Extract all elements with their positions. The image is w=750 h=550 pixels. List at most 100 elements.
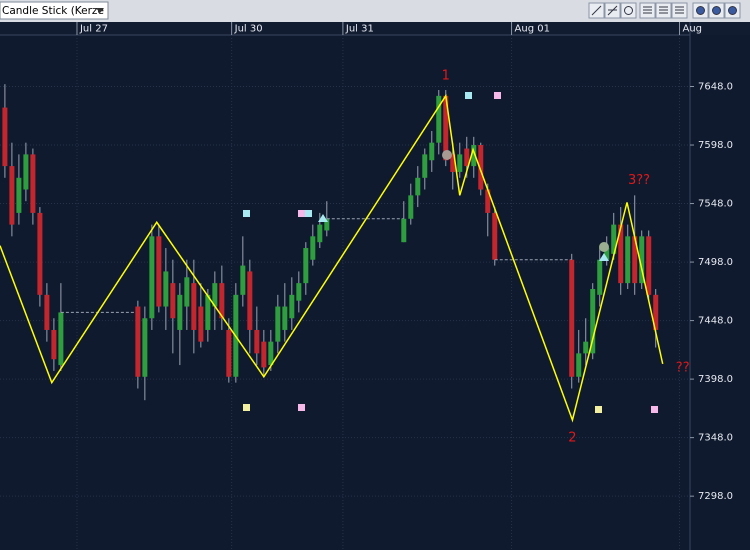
candle-body [23, 154, 29, 190]
y-tick-label: 7648.0 [698, 82, 733, 93]
candle-body [16, 177, 22, 213]
candle-body [37, 212, 43, 295]
marker [318, 214, 328, 222]
candle-body [149, 236, 155, 319]
candle-body [478, 145, 484, 190]
candle-body [170, 283, 176, 319]
candle-body [163, 271, 169, 307]
candle-body [303, 248, 309, 284]
y-tick-label: 7348.0 [698, 433, 733, 444]
dropdown-arrow [96, 8, 104, 13]
x-tick-label: Jul 31 [345, 24, 374, 35]
candle-body [282, 306, 288, 330]
candle-body [310, 236, 316, 260]
tool-button[interactable] [620, 2, 637, 19]
candle-body [317, 224, 323, 243]
date-header [0, 22, 750, 35]
x-tick-label: Jul 27 [79, 24, 108, 35]
candle-body [653, 294, 659, 330]
candle-body [156, 236, 162, 307]
candle-body [219, 283, 225, 319]
y-tick-label: 7498.0 [698, 257, 733, 268]
candle-body [226, 329, 232, 377]
candle-body [443, 95, 449, 161]
style-dropdown[interactable] [0, 1, 109, 20]
x-tick-label: Aug [683, 24, 703, 35]
candle-body [142, 318, 148, 377]
candle-body [212, 283, 218, 307]
candle-body [9, 166, 15, 225]
y-tick-label: 7398.0 [698, 374, 733, 385]
toolbar: Candle Stick (Kerze [0, 0, 750, 22]
candle-body [632, 236, 638, 284]
candle-body [590, 288, 596, 354]
candle-body [44, 294, 50, 330]
candle-body [457, 154, 463, 172]
candle-body [464, 148, 470, 167]
candle-body [177, 294, 183, 330]
toolbar-bg [0, 0, 750, 22]
marker [442, 150, 452, 160]
candle-body [324, 218, 330, 231]
candle-body [604, 248, 610, 260]
candle-body [191, 283, 197, 330]
candle-body [254, 329, 260, 354]
candle-body [247, 271, 253, 330]
candle-body [611, 224, 617, 254]
annotation: 3?? [628, 173, 650, 188]
candle-body [51, 329, 57, 360]
candle-body [415, 177, 421, 196]
annotation: 1 [442, 68, 450, 83]
marker [599, 253, 609, 261]
x-tick-label: Aug 01 [515, 24, 550, 35]
marker [465, 92, 472, 99]
candle-body [639, 236, 645, 284]
candle-body [485, 189, 491, 213]
candle-body [583, 341, 589, 354]
annotation: 2 [568, 431, 576, 446]
y-tick-label: 7448.0 [698, 316, 733, 327]
marker [651, 406, 658, 413]
marker [305, 210, 312, 217]
candle-body [135, 306, 141, 377]
candle-body [261, 341, 267, 368]
candle-body [597, 259, 603, 295]
candle-body [618, 224, 624, 284]
candle-body [569, 259, 575, 377]
candle-body [205, 294, 211, 330]
zigzag-line [0, 93, 664, 423]
candle-body [492, 212, 498, 260]
marker [595, 406, 602, 413]
style-label: Candle Stick (Kerze [2, 5, 104, 17]
candle-body [450, 154, 456, 172]
marker [298, 404, 305, 411]
candle-body [422, 154, 428, 178]
y-tick-label: 7548.0 [698, 199, 733, 210]
candle-body [58, 312, 64, 366]
candle-body [198, 306, 204, 342]
marker [494, 92, 501, 99]
candle-body [184, 277, 190, 307]
candle-body [268, 341, 274, 366]
plot: 7648.0 7598.0 7548.0 7498.0 7448.0 7398.0 7348… [0, 22, 733, 550]
marker [599, 242, 609, 252]
y-tick-label: 7598.0 [698, 140, 733, 151]
toolbar-icons [591, 5, 737, 16]
candle-body [296, 283, 302, 301]
marker [243, 404, 250, 411]
candle-body [646, 236, 652, 295]
candle-body [289, 294, 295, 319]
candle-body [240, 265, 246, 295]
candle-body [30, 154, 36, 213]
marker [298, 210, 305, 217]
signal-markers [243, 92, 658, 413]
candle-body [429, 142, 435, 161]
y-tick-label: 7298.0 [698, 491, 733, 502]
candle-body [2, 107, 8, 167]
candle-body [408, 195, 414, 219]
marker [243, 210, 250, 217]
candle-body [401, 218, 407, 243]
